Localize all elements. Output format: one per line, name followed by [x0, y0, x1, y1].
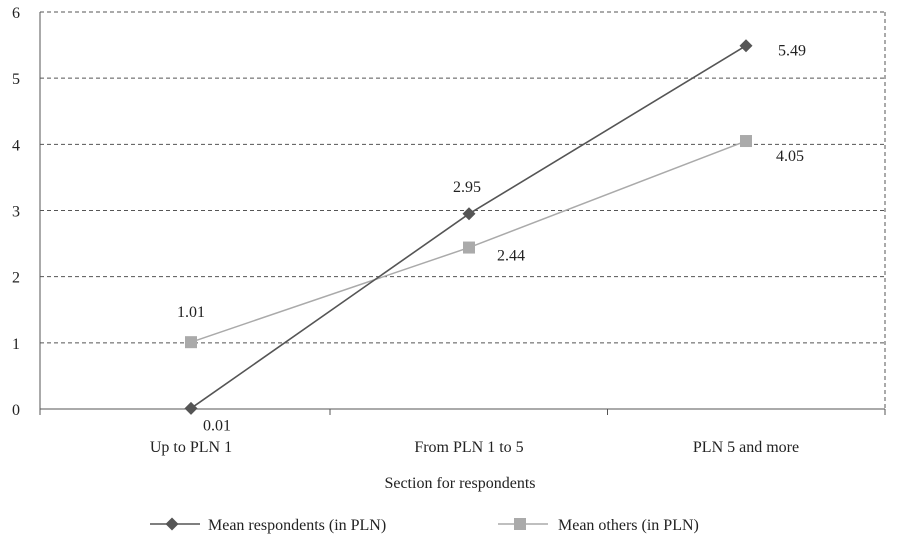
legend-item: Mean respondents (in PLN) — [150, 517, 386, 534]
grid — [40, 11, 886, 409]
series — [184, 39, 753, 415]
y-tick-label: 6 — [12, 5, 20, 22]
series-line — [190, 45, 747, 409]
legend-marker — [165, 517, 179, 531]
x-tick-label: Up to PLN 1 — [150, 439, 232, 456]
y-tick-label: 1 — [12, 336, 20, 353]
legend: Mean respondents (in PLN) Mean others (in… — [150, 517, 699, 534]
y-tick-label: 4 — [12, 137, 20, 154]
y-tick-label: 2 — [12, 270, 20, 287]
data-label: 5.49 — [778, 43, 806, 60]
legend-label: Mean respondents (in PLN) — [208, 517, 386, 534]
data-label: 1.01 — [177, 304, 205, 321]
axes: 0 1 2 3 4 5 6 Up to PLN 1 From PLN 1 to 5 PLN 5 a… — [12, 5, 886, 456]
data-point — [462, 207, 476, 221]
legend-label: Mean others (in PLN) — [558, 517, 699, 534]
data-point — [185, 336, 197, 349]
data-point — [184, 401, 198, 415]
data-label: 0.01 — [203, 417, 231, 434]
data-label: 2.95 — [453, 179, 481, 196]
y-tick-label: 5 — [12, 71, 20, 88]
legend-marker — [514, 518, 526, 530]
x-tick-label: PLN 5 and more — [693, 439, 799, 456]
data-label: 4.05 — [776, 148, 804, 165]
x-tick-label: From PLN 1 to 5 — [414, 439, 523, 456]
data-labels: 1.01 2.44 4.05 0.01 2.95 5.49 — [177, 43, 806, 435]
x-axis-title: Section for respondents — [384, 475, 535, 492]
data-point — [740, 135, 752, 148]
y-tick-label: 0 — [12, 402, 20, 419]
y-tick-label: 3 — [12, 204, 20, 221]
data-label: 2.44 — [497, 248, 525, 265]
legend-item: Mean others (in PLN) — [498, 517, 699, 534]
data-point — [463, 241, 475, 254]
data-point — [739, 39, 753, 53]
